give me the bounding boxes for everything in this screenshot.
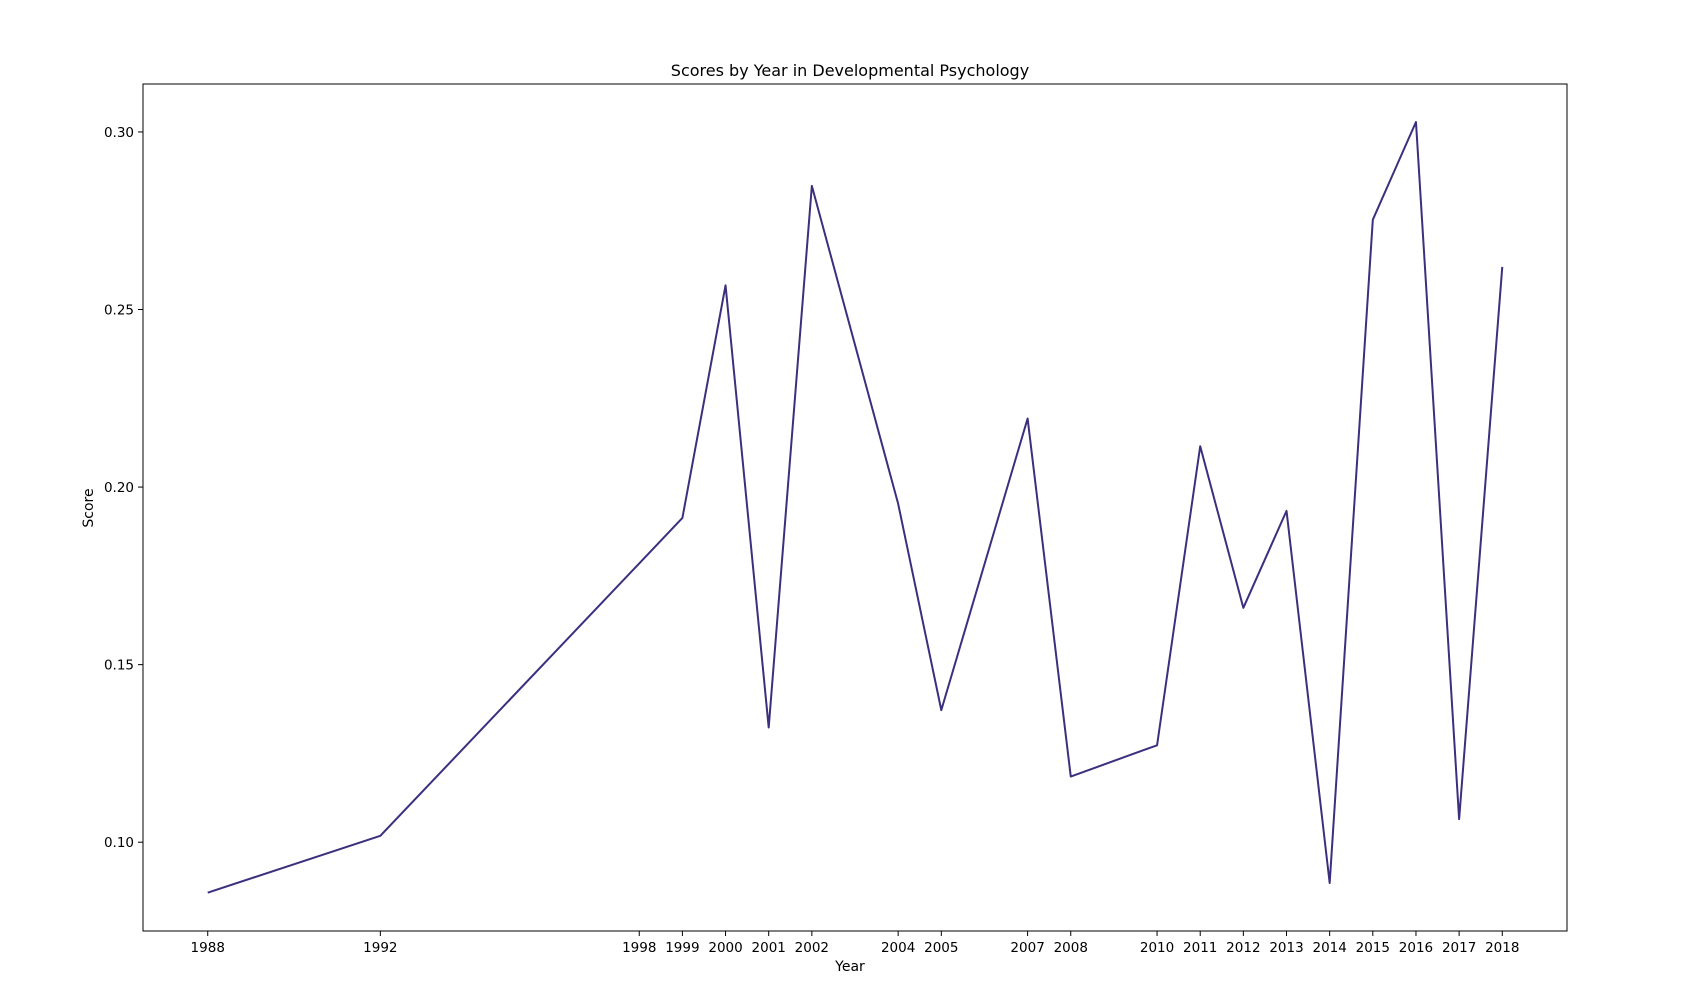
x-tick-label: 2012 [1226, 940, 1260, 956]
x-tick-label: 2013 [1269, 940, 1303, 956]
x-axis-label: Year [834, 959, 865, 975]
y-tick-label: 0.10 [104, 835, 134, 851]
x-tick-label: 2011 [1183, 940, 1217, 956]
plot-frame [142, 83, 1568, 932]
x-tick-label: 2001 [752, 940, 786, 956]
x-tick-label: 2017 [1442, 940, 1476, 956]
x-tick-label: 2015 [1356, 940, 1390, 956]
x-tick-label: 2002 [795, 940, 829, 956]
y-axis: 0.10 0.15 0.20 0.25 0.30 [104, 125, 143, 851]
y-tick-label: 0.30 [104, 125, 134, 141]
x-tick-label: 2010 [1140, 940, 1174, 956]
y-tick-label: 0.20 [104, 480, 134, 496]
x-tick-label: 2014 [1312, 940, 1346, 956]
x-tick-label: 2004 [881, 940, 915, 956]
x-tick-label: 1992 [363, 940, 397, 956]
x-tick-label: 1988 [191, 940, 225, 956]
x-tick-label: 2000 [708, 940, 742, 956]
x-tick-label: 1998 [622, 940, 656, 956]
x-tick-label: 2007 [1010, 940, 1044, 956]
series-line [207, 121, 1504, 894]
y-tick-label: 0.25 [104, 303, 134, 319]
chart-title: Scores by Year in Developmental Psycholo… [671, 61, 1029, 80]
x-tick-label: 2018 [1485, 940, 1519, 956]
x-tick-label: 1999 [665, 940, 699, 956]
y-axis-label: Score [81, 488, 97, 527]
x-axis: 1988 1992 1998 1999 2000 2001 2002 2004 2005 2007… [191, 931, 1519, 956]
plot-area [207, 121, 1504, 894]
x-tick-label: 2016 [1399, 940, 1433, 956]
y-tick-label: 0.15 [104, 658, 134, 674]
x-tick-label: 2005 [924, 940, 958, 956]
x-tick-label: 2008 [1054, 940, 1088, 956]
